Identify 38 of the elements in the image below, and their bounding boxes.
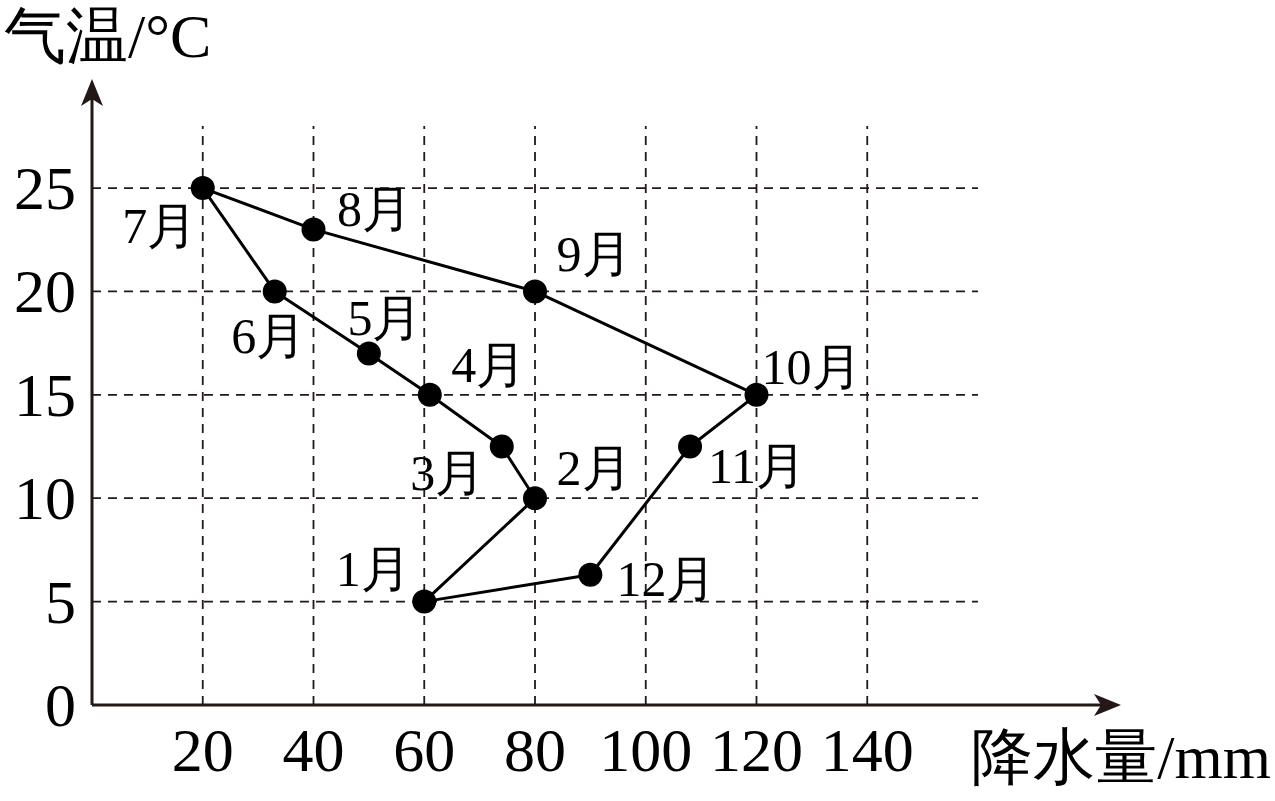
- y-axis-title: 气温/°C: [4, 2, 212, 70]
- y-tick-label: 20: [14, 257, 76, 326]
- y-tick-label: 10: [14, 464, 76, 533]
- y-tick-label: 15: [14, 360, 76, 429]
- annotation: 6月: [231, 308, 307, 365]
- point: [578, 562, 603, 587]
- annotation: 7月: [122, 198, 198, 255]
- point: [301, 217, 326, 242]
- point: [523, 279, 547, 304]
- x-tick-label: 140: [820, 716, 914, 784]
- x-tick-label: 120: [710, 716, 803, 784]
- annotation: 1月: [335, 540, 411, 597]
- annotation: 3月: [410, 444, 486, 501]
- point: [489, 434, 514, 459]
- y-tick-label: 5: [45, 567, 76, 636]
- x-tick-label: 40: [282, 716, 345, 784]
- point: [262, 279, 287, 304]
- annotation: 9月: [556, 226, 632, 283]
- x-tick-label: 80: [504, 716, 566, 784]
- point: [356, 341, 381, 366]
- x-tick-label: 60: [393, 716, 456, 784]
- annotation: 4月: [451, 336, 527, 393]
- x-tick-label: 100: [599, 716, 693, 784]
- y-tick-label: 0: [45, 671, 76, 739]
- x-axis-title: 降水量/mm: [971, 723, 1271, 791]
- annotation: 10月: [761, 338, 862, 395]
- point: [417, 382, 442, 407]
- point: [678, 434, 703, 459]
- annotation: 2月: [556, 440, 632, 497]
- annotation: 8月: [337, 181, 412, 238]
- point: [190, 176, 215, 201]
- point: [412, 589, 437, 614]
- annotation: 11月: [707, 437, 807, 494]
- x-tick-label: 20: [171, 716, 234, 784]
- annotation: 5月: [347, 290, 423, 347]
- annotation: 12月: [616, 550, 717, 607]
- y-tick-label: 25: [14, 154, 76, 223]
- point: [523, 486, 547, 511]
